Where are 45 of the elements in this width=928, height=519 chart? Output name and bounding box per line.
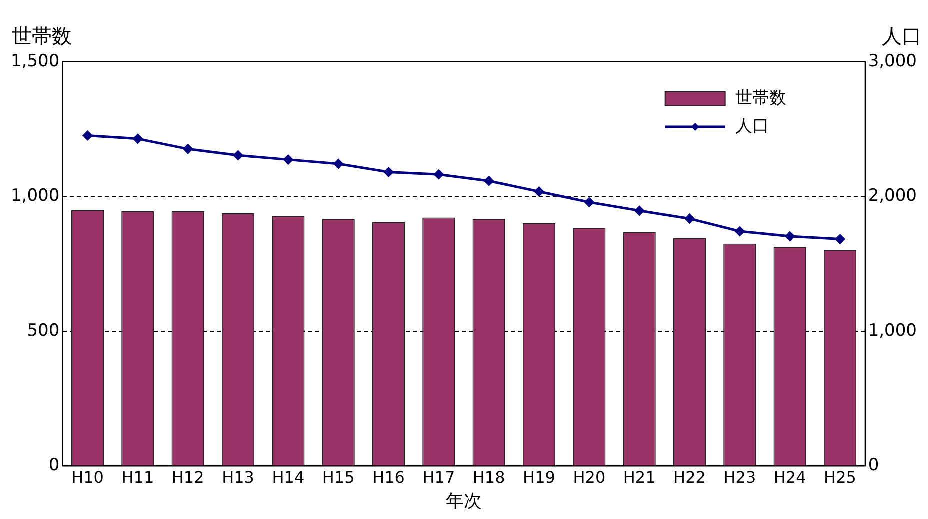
x-axis-title: 年次 [446, 490, 482, 512]
point [484, 176, 494, 186]
point [685, 214, 694, 224]
y2-tick-label: 1,000 [868, 320, 918, 341]
x-tick-label: H19 [523, 468, 556, 487]
x-tick-label: H22 [674, 468, 706, 487]
point [284, 155, 294, 165]
y2-tick-label: 0 [868, 456, 880, 476]
point [384, 167, 394, 177]
y-tick-label: 0 [48, 456, 60, 476]
x-tick-label: H15 [322, 468, 355, 487]
legend-label: 世帯数 [735, 88, 786, 108]
point [785, 232, 795, 242]
y2-tick-label: 2,000 [868, 186, 918, 206]
point [634, 206, 644, 216]
x-tick-label: H13 [222, 468, 254, 487]
point [83, 130, 92, 140]
x-tick-label: H16 [372, 468, 405, 487]
x-tick-label: H23 [724, 468, 756, 487]
point [334, 159, 344, 169]
x-tick-label: H18 [472, 468, 506, 487]
x-tick-label: H21 [623, 468, 656, 487]
y-tick-label: 1,500 [10, 51, 60, 72]
point [534, 187, 544, 196]
point [183, 144, 193, 154]
point [434, 170, 444, 180]
x-tick-label: H20 [573, 468, 606, 487]
y-axis-title: 世帯数 [12, 24, 72, 48]
legend-label: 人口 [735, 116, 770, 136]
point [836, 234, 845, 244]
x-tick-label: H12 [172, 468, 204, 487]
y2-axis-title: 人口 [882, 24, 922, 48]
point [735, 226, 745, 236]
x-tick-label: H24 [774, 468, 806, 487]
x-tick-label: H25 [824, 468, 856, 487]
y-tick-label: 500 [27, 320, 60, 341]
x-tick-label: H10 [72, 468, 104, 487]
x-tick-label: H17 [422, 468, 456, 487]
y-tick-label: 1,000 [10, 186, 60, 206]
point [234, 150, 243, 160]
x-tick-label: H14 [272, 468, 305, 487]
point [133, 134, 143, 144]
point [584, 198, 594, 208]
y2-tick-label: 3,000 [868, 51, 918, 72]
x-tick-label: H11 [122, 468, 154, 487]
